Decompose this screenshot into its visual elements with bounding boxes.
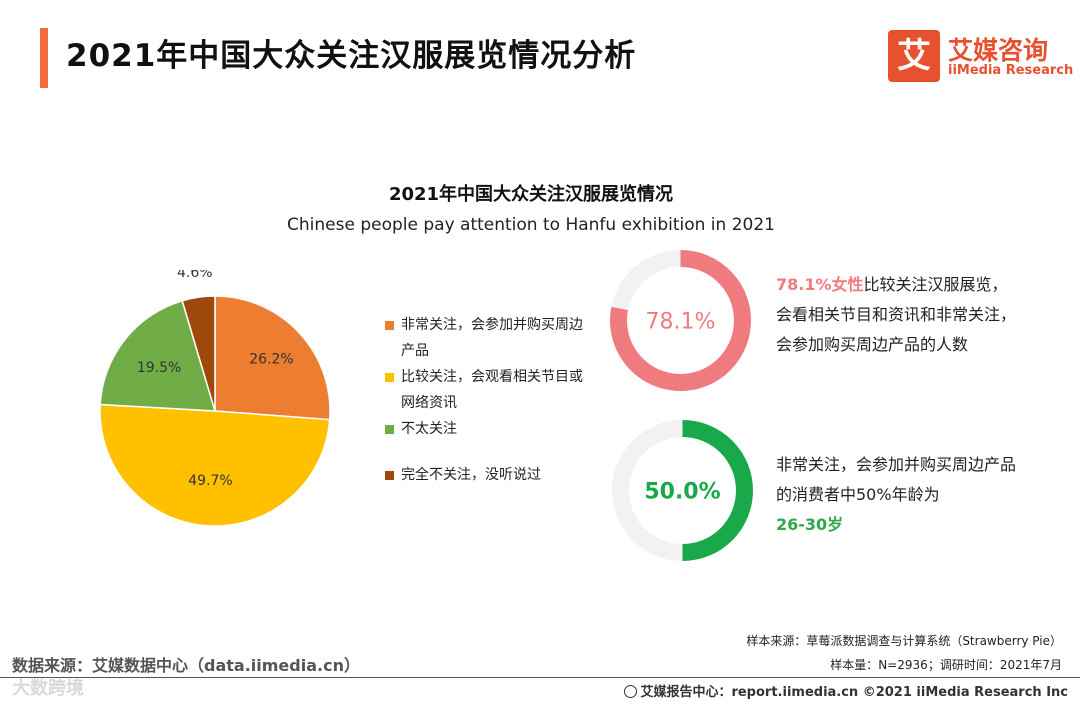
age-ratio-highlight: 26-30岁: [776, 515, 844, 534]
female-ratio-donut: 78.1%: [610, 250, 751, 391]
pie-slice-label-3: 4.6%: [177, 270, 213, 281]
legend-item-somewhat-concerned: 比较关注，会观看相关节目或网络资讯: [385, 364, 585, 416]
pie-legend: 非常关注，会参加并购买周边产品 比较关注，会观看相关节目或网络资讯 不太关注 完…: [385, 312, 585, 488]
legend-item-very-concerned: 非常关注，会参加并购买周边产品: [385, 312, 585, 364]
title-accent-bar: [40, 28, 48, 88]
legend-swatch-orange: [385, 321, 394, 330]
female-ratio-note: 78.1%女性比较关注汉服展览，会看相关节目和资讯和非常关注，会参加购买周边产品…: [776, 270, 1016, 360]
donut-arc: [682, 420, 753, 561]
pie-slice-label-2: 19.5%: [137, 360, 181, 376]
donut-arc: [610, 250, 751, 391]
logo-chinese-name: 艾媒咨询: [948, 36, 1049, 65]
pie-slice-3: [181, 295, 216, 412]
donut-value-label: 50.0%: [644, 480, 720, 505]
legend-item-not-concerned-at-all: 完全不关注，没听说过: [385, 462, 585, 488]
legend-swatch-green: [385, 425, 394, 434]
logo-mark-icon: 艾: [888, 30, 940, 82]
iimedia-logo: 艾 艾媒咨询 iiMedia Research: [888, 30, 1073, 82]
attention-pie-chart: 26.2% 49.7% 19.5% 4.6%: [99, 270, 331, 527]
female-ratio-highlight: 78.1%女性: [776, 275, 864, 294]
report-center-footer: 艾媒报告中心：report.iimedia.cn ©2021 iiMedia R…: [624, 681, 1068, 700]
sample-source: 样本来源：草莓派数据调查与计算系统（Strawberry Pie）: [746, 634, 1062, 648]
logo-glyph: 艾: [897, 36, 931, 76]
sample-size: 样本量：N=2936；调研时间：2021年7月: [830, 658, 1062, 672]
logo-english-name: iiMedia Research: [948, 63, 1074, 78]
age-ratio-donut: 50.0%: [612, 420, 753, 561]
age-ratio-note: 非常关注，会参加并购买周边产品的消费者中50%年龄为 26-30岁: [776, 450, 1026, 540]
legend-label: 不太关注: [401, 421, 457, 437]
footer-divider: [0, 677, 1080, 678]
legend-item-not-very-concerned: 不太关注: [385, 416, 585, 462]
report-center-text: 艾媒报告中心：report.iimedia.cn ©2021 iiMedia R…: [640, 685, 1068, 700]
legend-label: 完全不关注，没听说过: [401, 467, 541, 483]
pie-slice-1: [99, 403, 331, 527]
age-ratio-text: 非常关注，会参加并购买周边产品的消费者中50%年龄为: [776, 455, 1017, 504]
legend-label: 比较关注，会观看相关节目或网络资讯: [401, 369, 583, 411]
legend-swatch-yellow: [385, 373, 394, 382]
pie-slice-2: [99, 299, 217, 412]
chart-subtitle: Chinese people pay attention to Hanfu ex…: [287, 215, 775, 235]
donut-value-label: 78.1%: [646, 310, 716, 335]
pie-slice-0: [214, 295, 331, 421]
globe-icon: [624, 685, 638, 698]
legend-swatch-brown: [385, 471, 394, 480]
watermark: 大数跨境: [12, 678, 84, 699]
data-source: 数据来源：艾媒数据中心（data.iimedia.cn）: [12, 656, 360, 675]
pie-slice-label-0: 26.2%: [249, 352, 293, 368]
pie-slice-label-1: 49.7%: [188, 473, 232, 489]
female-ratio-text: 比较关注汉服展览，会看相关节目和资讯和非常关注，会参加购买周边产品的人数: [776, 275, 1017, 354]
legend-label: 非常关注，会参加并购买周边产品: [401, 317, 583, 359]
chart-title: 2021年中国大众关注汉服展览情况: [388, 184, 674, 205]
page-title: 2021年中国大众关注汉服展览情况分析: [66, 38, 637, 74]
